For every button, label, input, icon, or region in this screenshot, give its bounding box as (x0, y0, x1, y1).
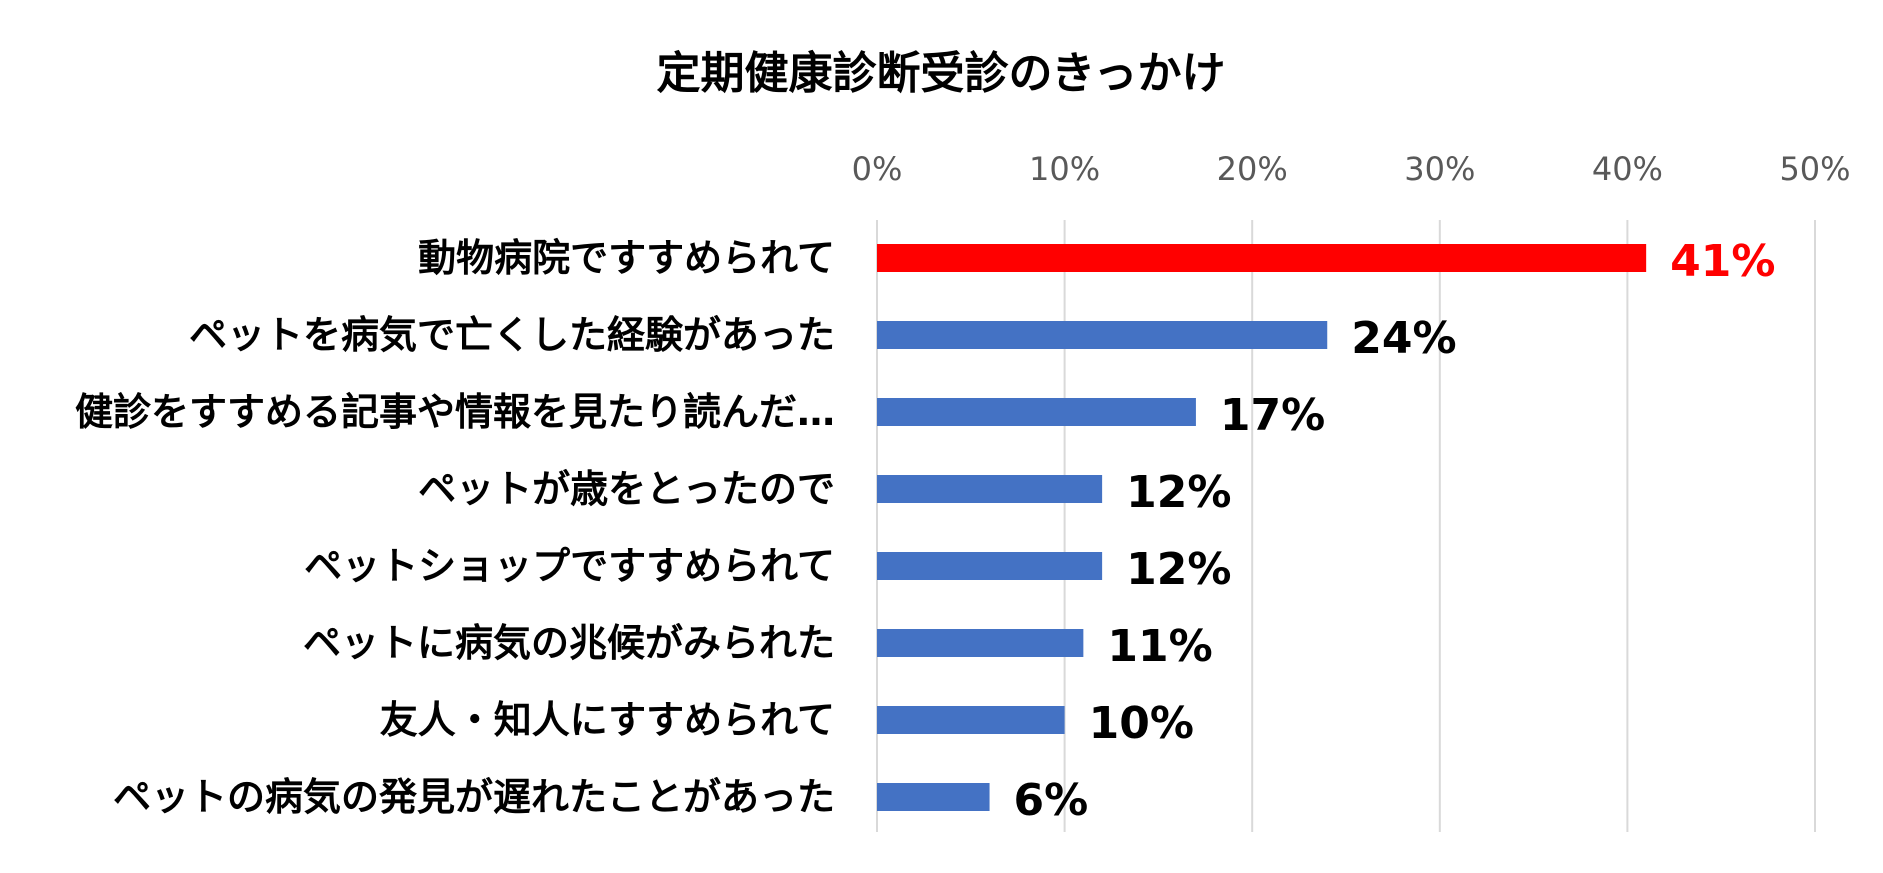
data-label: 6% (1014, 775, 1089, 826)
category-label: ペットを病気で亡くした経験があった (189, 313, 835, 357)
bars (877, 244, 1647, 811)
data-label: 41% (1670, 236, 1775, 287)
x-axis-ticks: 0% 10% 20% 30% 40% 50% (852, 150, 1851, 188)
category-label: ペットに病気の兆候がみられた (303, 621, 835, 665)
bar (877, 552, 1103, 580)
data-label: 24% (1351, 313, 1456, 364)
x-tick-label: 20% (1217, 150, 1288, 188)
data-label: 10% (1089, 698, 1194, 749)
bar (877, 475, 1103, 503)
chart-title: 定期健康診断受診のきっかけ (657, 48, 1226, 99)
x-tick-label: 10% (1029, 150, 1100, 188)
x-tick-label: 0% (852, 150, 903, 188)
bar (877, 629, 1084, 657)
data-labels: 41% 24% 17% 12% 12% 11% 10%6% (1014, 236, 1776, 826)
data-label: 11% (1107, 621, 1212, 672)
category-label: 健診をすすめる記事や情報を見たり読んだ… (75, 390, 835, 434)
x-tick-label: 40% (1592, 150, 1663, 188)
bar (877, 321, 1328, 349)
bar (877, 398, 1196, 426)
category-label: 動物病院ですすめられて (418, 236, 835, 280)
data-label: 12% (1126, 467, 1231, 518)
data-label: 12% (1126, 544, 1231, 595)
category-label: ペットの病気の発見が遅れたことがあった (113, 775, 835, 819)
category-label: ペットが歳をとったので (418, 467, 835, 511)
data-label: 17% (1220, 390, 1325, 441)
x-tick-label: 30% (1404, 150, 1475, 188)
gridlines (876, 220, 1816, 832)
category-labels: 動物病院ですすめられてペットを病気で亡くした経験があった健診をすすめる記事や情報… (75, 236, 835, 819)
bar (877, 783, 990, 811)
bar (877, 706, 1065, 734)
category-label: ペットショップですすめられて (304, 544, 835, 588)
x-tick-label: 50% (1779, 150, 1850, 188)
category-label: 友人・知人にすすめられて (380, 698, 835, 742)
bar (877, 244, 1647, 272)
